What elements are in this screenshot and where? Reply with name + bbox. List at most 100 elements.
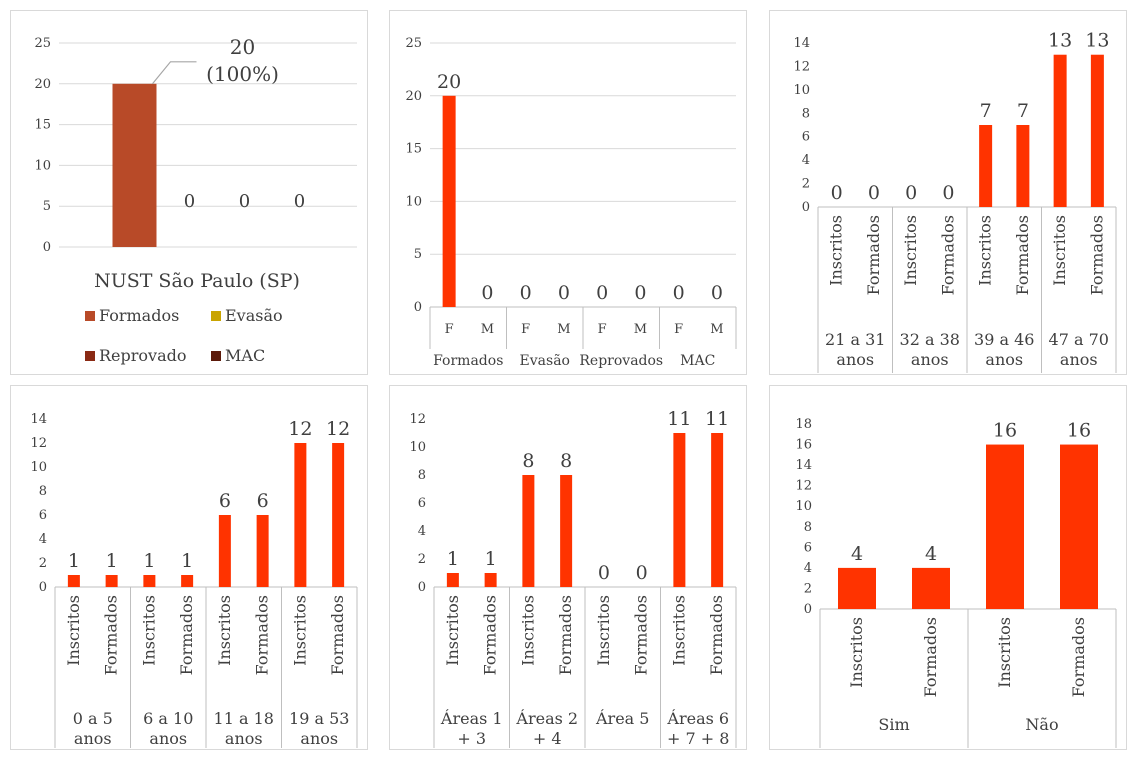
data-label: 0 xyxy=(184,191,195,212)
bar xyxy=(1060,444,1098,609)
x-subcategory-label: Formados xyxy=(938,215,957,295)
y-tick-label: 15 xyxy=(405,142,422,157)
x-subcategory-label: Inscritos xyxy=(139,595,158,666)
data-label: 8 xyxy=(560,450,572,472)
x-subcategory-label: M xyxy=(557,322,570,337)
y-tick-label: 8 xyxy=(804,520,812,535)
chart-panel-yesno: 0 2 4 6 8 10 12 14 16 18 4 Inscritos 4 Formados 16 Insc… xyxy=(769,385,1127,750)
data-label: 0 xyxy=(673,282,685,304)
x-group-label: + 4 xyxy=(533,729,562,748)
y-tick-label: 10 xyxy=(793,83,810,98)
y-tick-label: 14 xyxy=(793,36,810,51)
x-group-label: Evasão xyxy=(520,353,570,369)
x-subcategory-label: Formados xyxy=(707,595,726,675)
bar xyxy=(522,475,535,587)
bar xyxy=(181,575,194,587)
legend-entry: Evasão xyxy=(225,306,283,325)
bar xyxy=(711,433,724,587)
data-label: 16 xyxy=(1067,420,1091,442)
x-group-label: + 7 + 8 xyxy=(667,729,729,748)
bar xyxy=(67,575,80,587)
bar xyxy=(143,575,156,587)
chart-panel-area: 0 2 4 6 8 10 12 1 Inscritos 1 Formados 8 Inscritos 8 F… xyxy=(389,385,747,750)
bar xyxy=(912,567,950,609)
x-group-label: 21 a 31 xyxy=(825,330,885,349)
data-label: 20 xyxy=(437,71,461,93)
x-subcategory-label: F xyxy=(674,322,683,337)
chart-panel-sex: 0 5 10 15 20 25 20 F 0 M 0 F 0 M 0 F 0 M 0 F 0 M Formados Evasã… xyxy=(389,10,747,375)
data-label: 13 xyxy=(1048,30,1072,52)
y-tick-label: 2 xyxy=(802,177,810,192)
x-subcategory-label: Inscritos xyxy=(1050,215,1069,286)
bar xyxy=(986,444,1024,609)
data-label: 0 xyxy=(558,282,570,304)
data-label: 0 xyxy=(239,191,250,212)
x-subcategory-label: Formados xyxy=(556,595,575,675)
bar xyxy=(294,443,307,587)
legend-swatch xyxy=(85,351,95,361)
x-subcategory-label: Inscritos xyxy=(995,617,1014,688)
x-subcategory-label: Formados xyxy=(481,595,500,675)
x-group-label: anos xyxy=(836,350,874,369)
legend-entry: Reprovado xyxy=(99,346,187,365)
y-tick-label: 8 xyxy=(418,468,426,483)
data-label: (100%) xyxy=(206,62,279,86)
data-label: 0 xyxy=(831,182,843,204)
x-group-label: anos xyxy=(911,350,949,369)
x-subcategory-label: F xyxy=(445,322,454,337)
bar xyxy=(256,515,269,587)
y-tick-label: 6 xyxy=(418,496,426,511)
x-group-label: 19 a 53 xyxy=(289,709,349,728)
data-label: 1 xyxy=(447,548,459,570)
x-group-label: + 3 xyxy=(457,729,486,748)
x-group-label: anos xyxy=(149,729,187,748)
y-tick-label: 5 xyxy=(414,247,422,262)
x-group-label: anos xyxy=(74,729,112,748)
data-label: 0 xyxy=(711,282,723,304)
y-tick-label: 12 xyxy=(793,59,810,74)
y-tick-label: 14 xyxy=(795,458,812,473)
data-label: 0 xyxy=(520,282,532,304)
chart-panel-nust: 0 5 10 15 20 25 20 (100%) 0 0 0 NUST São Paulo (SP)… xyxy=(10,10,368,375)
data-label: 0 xyxy=(905,182,917,204)
x-subcategory-label: Inscritos xyxy=(518,595,537,666)
x-group-label: Áreas 2 xyxy=(515,708,578,728)
y-tick-label: 10 xyxy=(409,440,426,455)
x-group-label: 39 a 46 xyxy=(974,330,1034,349)
x-group-label: anos xyxy=(985,350,1023,369)
data-label: 7 xyxy=(980,100,992,122)
y-tick-label: 2 xyxy=(418,552,426,567)
chart-svg: 0 2 4 6 8 10 12 14 16 18 4 Inscritos 4 Formados 16 Insc… xyxy=(795,417,1117,748)
chart-panel-age: 0 2 4 6 8 10 12 14 0 Inscritos 0 Formados 0 Inscritos… xyxy=(769,10,1127,375)
bar xyxy=(442,95,456,307)
data-label: 11 xyxy=(667,408,691,430)
x-subcategory-label: Formados xyxy=(1013,215,1032,295)
bar xyxy=(979,125,993,207)
data-label-leader xyxy=(152,61,197,85)
bar xyxy=(218,515,231,587)
x-subcategory-label: Formados xyxy=(328,595,347,675)
x-subcategory-label: Formados xyxy=(632,595,651,675)
y-tick-label: 12 xyxy=(30,436,47,451)
bar xyxy=(1016,125,1030,207)
x-group-label: Áreas 1 xyxy=(440,708,503,728)
data-label: 7 xyxy=(1017,100,1029,122)
legend-entry: Formados xyxy=(99,306,179,325)
chart-svg: 0 2 4 6 8 10 12 14 0 Inscritos 0 Formados 0 Inscritos… xyxy=(793,30,1117,373)
chart-svg: 0 5 10 15 20 25 20 F 0 M 0 F 0 M 0 F 0 M 0 F 0 M Formados Evasã… xyxy=(405,36,737,369)
y-tick-label: 20 xyxy=(405,89,422,104)
data-label: 6 xyxy=(219,490,231,512)
data-label: 1 xyxy=(106,550,118,572)
y-tick-label: 6 xyxy=(39,508,47,523)
bar xyxy=(838,567,876,609)
bar xyxy=(484,573,497,587)
y-tick-label: 10 xyxy=(30,460,47,475)
data-label: 0 xyxy=(634,282,646,304)
y-tick-label: 4 xyxy=(802,153,810,168)
bar xyxy=(446,573,459,587)
x-group-label: Sim xyxy=(878,715,909,734)
y-tick-label: 10 xyxy=(34,158,51,173)
data-label: 20 xyxy=(230,35,255,59)
data-label: 0 xyxy=(294,191,305,212)
data-label: 6 xyxy=(257,490,269,512)
